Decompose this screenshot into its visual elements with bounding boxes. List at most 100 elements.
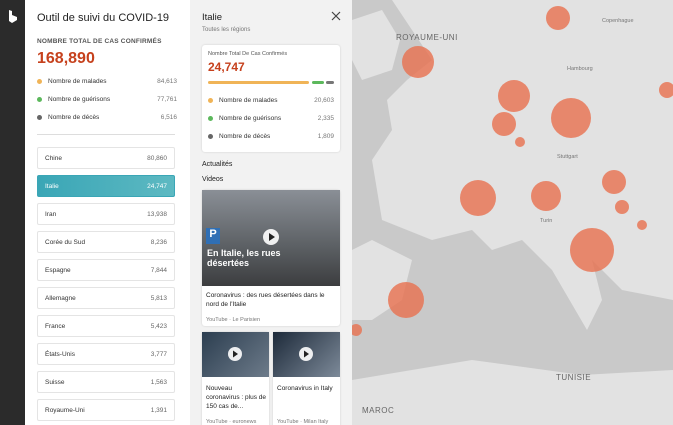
bubble	[659, 82, 673, 98]
stat-dot	[37, 96, 42, 102]
bubble	[531, 181, 561, 211]
play-icon	[299, 347, 313, 361]
bubble	[570, 228, 614, 272]
video-source: YouTube · euronews	[206, 419, 257, 425]
country-name: Iran	[45, 210, 57, 218]
country-name: Suisse	[45, 378, 65, 386]
country-value: 1,563	[150, 378, 167, 386]
bubble	[402, 46, 434, 78]
stat-row: Nombre de décès 1,809	[208, 127, 334, 145]
country-value: 80,860	[147, 154, 167, 162]
country-row[interactable]: Espagne 7,844	[37, 259, 175, 281]
country-row[interactable]: Allemagne 5,813	[37, 287, 175, 309]
country-value: 5,813	[150, 294, 167, 302]
play-icon	[263, 229, 279, 245]
video-title: Nouveau coronavirus : plus de 150 cas de…	[206, 385, 266, 410]
video-source: YouTube · Milan Italy	[277, 419, 329, 425]
bubble	[492, 112, 516, 136]
video-thumbnail	[202, 332, 269, 377]
badge: P	[206, 228, 220, 244]
country-name: France	[45, 322, 66, 330]
bubble	[388, 282, 424, 318]
close-button[interactable]	[330, 10, 342, 22]
stat-dot	[37, 78, 42, 84]
country-value: 3,777	[150, 350, 167, 358]
country-row[interactable]: Corée du Sud 8,236	[37, 231, 175, 253]
country-name: Allemagne	[45, 294, 76, 302]
thumb-text: En Italie, les rues désertées	[207, 248, 281, 268]
country-row[interactable]: Royaume-Uni 1,391	[37, 399, 175, 421]
map-label: MAROC	[362, 406, 394, 415]
stat-dot	[208, 115, 213, 121]
bubble	[546, 6, 570, 30]
video-card[interactable]: Coronavirus in Italy YouTube · Milan Ita…	[273, 332, 340, 425]
bar-deaths	[326, 81, 334, 84]
app-title: Outil de suivi du COVID-19	[37, 12, 170, 24]
bubble	[460, 180, 496, 216]
video-thumbnail: P En Italie, les rues désertées	[202, 190, 340, 286]
stat-value: 77,761	[157, 95, 177, 103]
stat-row: Nombre de malades 84,613	[37, 72, 177, 90]
city-label: Hambourg	[567, 66, 593, 72]
city-label: Turin	[540, 218, 552, 224]
country-row[interactable]: France 5,423	[37, 315, 175, 337]
map-label: ROYAUME-UNI	[396, 33, 458, 42]
stat-value: 84,613	[157, 77, 177, 85]
stat-dot	[208, 133, 213, 139]
bubble	[615, 200, 629, 214]
country-name: Italie	[45, 182, 59, 190]
country-name: Royaume-Uni	[45, 406, 85, 414]
stats: Nombre de malades 84,613 Nombre de guériso…	[37, 72, 177, 126]
play-icon	[228, 347, 242, 361]
video-thumbnail	[273, 332, 340, 377]
detail-title: Italie	[202, 12, 223, 23]
city-label: Copenhague	[602, 18, 634, 24]
video-title: Coronavirus in Italy	[277, 385, 333, 392]
map-label: TUNISIE	[556, 373, 591, 382]
bubble	[551, 98, 591, 138]
bubble	[515, 137, 525, 147]
stat-value: 2,335	[317, 114, 334, 122]
land	[352, 10, 400, 80]
country-name: Corée du Sud	[45, 238, 86, 246]
video-card[interactable]: P En Italie, les rues désertées Coronavi…	[202, 190, 340, 326]
detail-subtitle: Toutes les régions	[202, 27, 251, 33]
stat-value: 1,809	[317, 132, 334, 140]
bubble	[498, 80, 530, 112]
stat-row: Nombre de guérisons 77,761	[37, 90, 177, 108]
country-name: États-Unis	[45, 350, 75, 358]
stat-value: 20,603	[314, 96, 334, 104]
country-row[interactable]: États-Unis 3,777	[37, 343, 175, 365]
country-row[interactable]: Suisse 1,563	[37, 371, 175, 393]
country-row[interactable]: Chine 80,860	[37, 147, 175, 169]
country-value: 7,844	[150, 266, 167, 274]
country-name: Espagne	[45, 266, 71, 274]
land	[352, 360, 673, 425]
country-row[interactable]: Italie 24,747	[37, 175, 175, 197]
map[interactable]: ROYAUME-UNI MAROC TUNISIE Hambourg Copen…	[352, 0, 673, 425]
country-value: 5,423	[150, 322, 167, 330]
city-label: Stuttgart	[557, 154, 578, 160]
detail-stats: Nombre de malades 20,603 Nombre de guériso…	[208, 91, 334, 145]
video-card[interactable]: Nouveau coronavirus : plus de 150 cas de…	[202, 332, 269, 425]
bubble	[602, 170, 626, 194]
country-value: 24,747	[147, 182, 167, 190]
total-value: 168,890	[37, 50, 95, 67]
country-value: 8,236	[150, 238, 167, 246]
stat-dot	[208, 97, 213, 103]
summary-panel: Outil de suivi du COVID-19 NOMBRE TOTAL …	[25, 0, 190, 425]
bar-recovered	[312, 81, 324, 84]
country-value: 13,938	[147, 210, 167, 218]
stat-label: Nombre de guérisons	[48, 95, 111, 103]
video-title: Coronavirus : des rues désertées dans le…	[206, 292, 325, 308]
videos-heading: Videos	[202, 176, 224, 183]
country-row[interactable]: Iran 13,938	[37, 203, 175, 225]
total-caption: NOMBRE TOTAL DE CAS CONFIRMÉS	[37, 38, 162, 45]
stat-row: Nombre de malades 20,603	[208, 91, 334, 109]
stat-dot	[37, 114, 42, 120]
detail-card: Nombre Total De Cas Confirmés 24,747 Nom…	[202, 45, 340, 152]
stat-label: Nombre de malades	[219, 96, 278, 104]
detail-caption: Nombre Total De Cas Confirmés	[208, 51, 288, 57]
stat-value: 6,516	[160, 113, 177, 121]
